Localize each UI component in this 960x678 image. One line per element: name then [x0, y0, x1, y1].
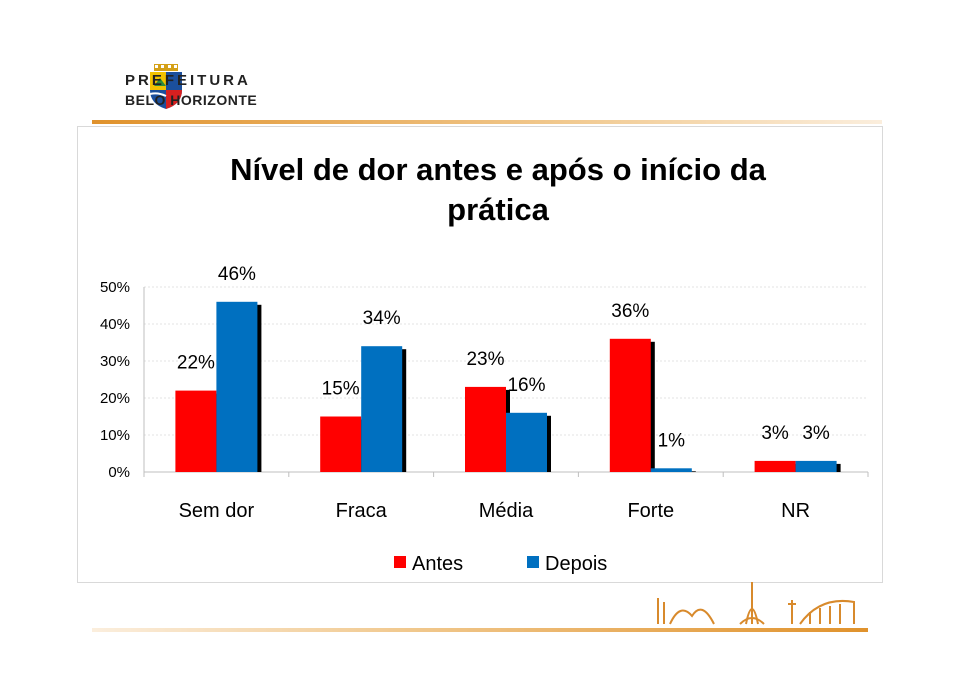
chart-title-line-2: prática: [447, 192, 549, 227]
bar-antes-2: [465, 386, 506, 472]
bar-antes-0: [175, 390, 217, 472]
logo-line1: PREFEITURA: [125, 72, 251, 89]
legend-label-depois: Depois: [545, 553, 607, 575]
category-label: Fraca: [336, 500, 388, 522]
data-label: 34%: [363, 308, 401, 329]
category-label: Sem dor: [179, 500, 255, 522]
data-label: 22%: [177, 353, 215, 374]
category-label: Forte: [627, 500, 674, 522]
y-tick-label: 50%: [100, 279, 130, 296]
bar-chart: Nível de dor antes e após o início da prá…: [100, 152, 869, 575]
category-label: NR: [781, 500, 810, 522]
bar-antes-1: [320, 416, 362, 472]
bar-depois-1: [361, 346, 403, 472]
y-tick-label: 0%: [108, 464, 130, 481]
legend-label-antes: Antes: [412, 553, 463, 575]
data-label: 46%: [218, 264, 256, 285]
top-accent-rule: [92, 120, 882, 124]
chart-container: Nível de dor antes e após o início da prá…: [77, 126, 883, 583]
y-tick-label: 30%: [100, 353, 130, 370]
y-tick-label: 40%: [100, 316, 130, 333]
skyline-decoration-icon: [657, 582, 855, 625]
bar-depois-3: [650, 468, 692, 472]
data-label: 36%: [611, 301, 649, 322]
data-label: 16%: [507, 375, 545, 396]
y-tick-label: 10%: [100, 427, 130, 444]
data-label: 3%: [761, 423, 789, 444]
data-label: 15%: [322, 379, 360, 400]
city-crest-icon: [149, 64, 182, 109]
prefeitura-logo: [149, 64, 182, 109]
bar-antes-3: [609, 338, 651, 472]
data-label: 3%: [802, 423, 830, 444]
bar-depois-4: [795, 460, 837, 472]
y-tick-label: 20%: [100, 390, 130, 407]
data-label: 1%: [658, 430, 686, 451]
legend-swatch-depois: [527, 556, 539, 568]
logo-line2: BELO HORIZONTE: [125, 92, 258, 108]
chart-title-line-1: Nível de dor antes e após o início da: [230, 152, 767, 187]
bar-antes-4: [754, 460, 796, 472]
bottom-accent-rule: [92, 628, 868, 632]
bar-depois-2: [506, 412, 547, 472]
data-label: 23%: [466, 349, 504, 370]
legend-swatch-antes: [394, 556, 406, 568]
category-label: Média: [479, 500, 534, 522]
bar-depois-0: [216, 301, 258, 472]
